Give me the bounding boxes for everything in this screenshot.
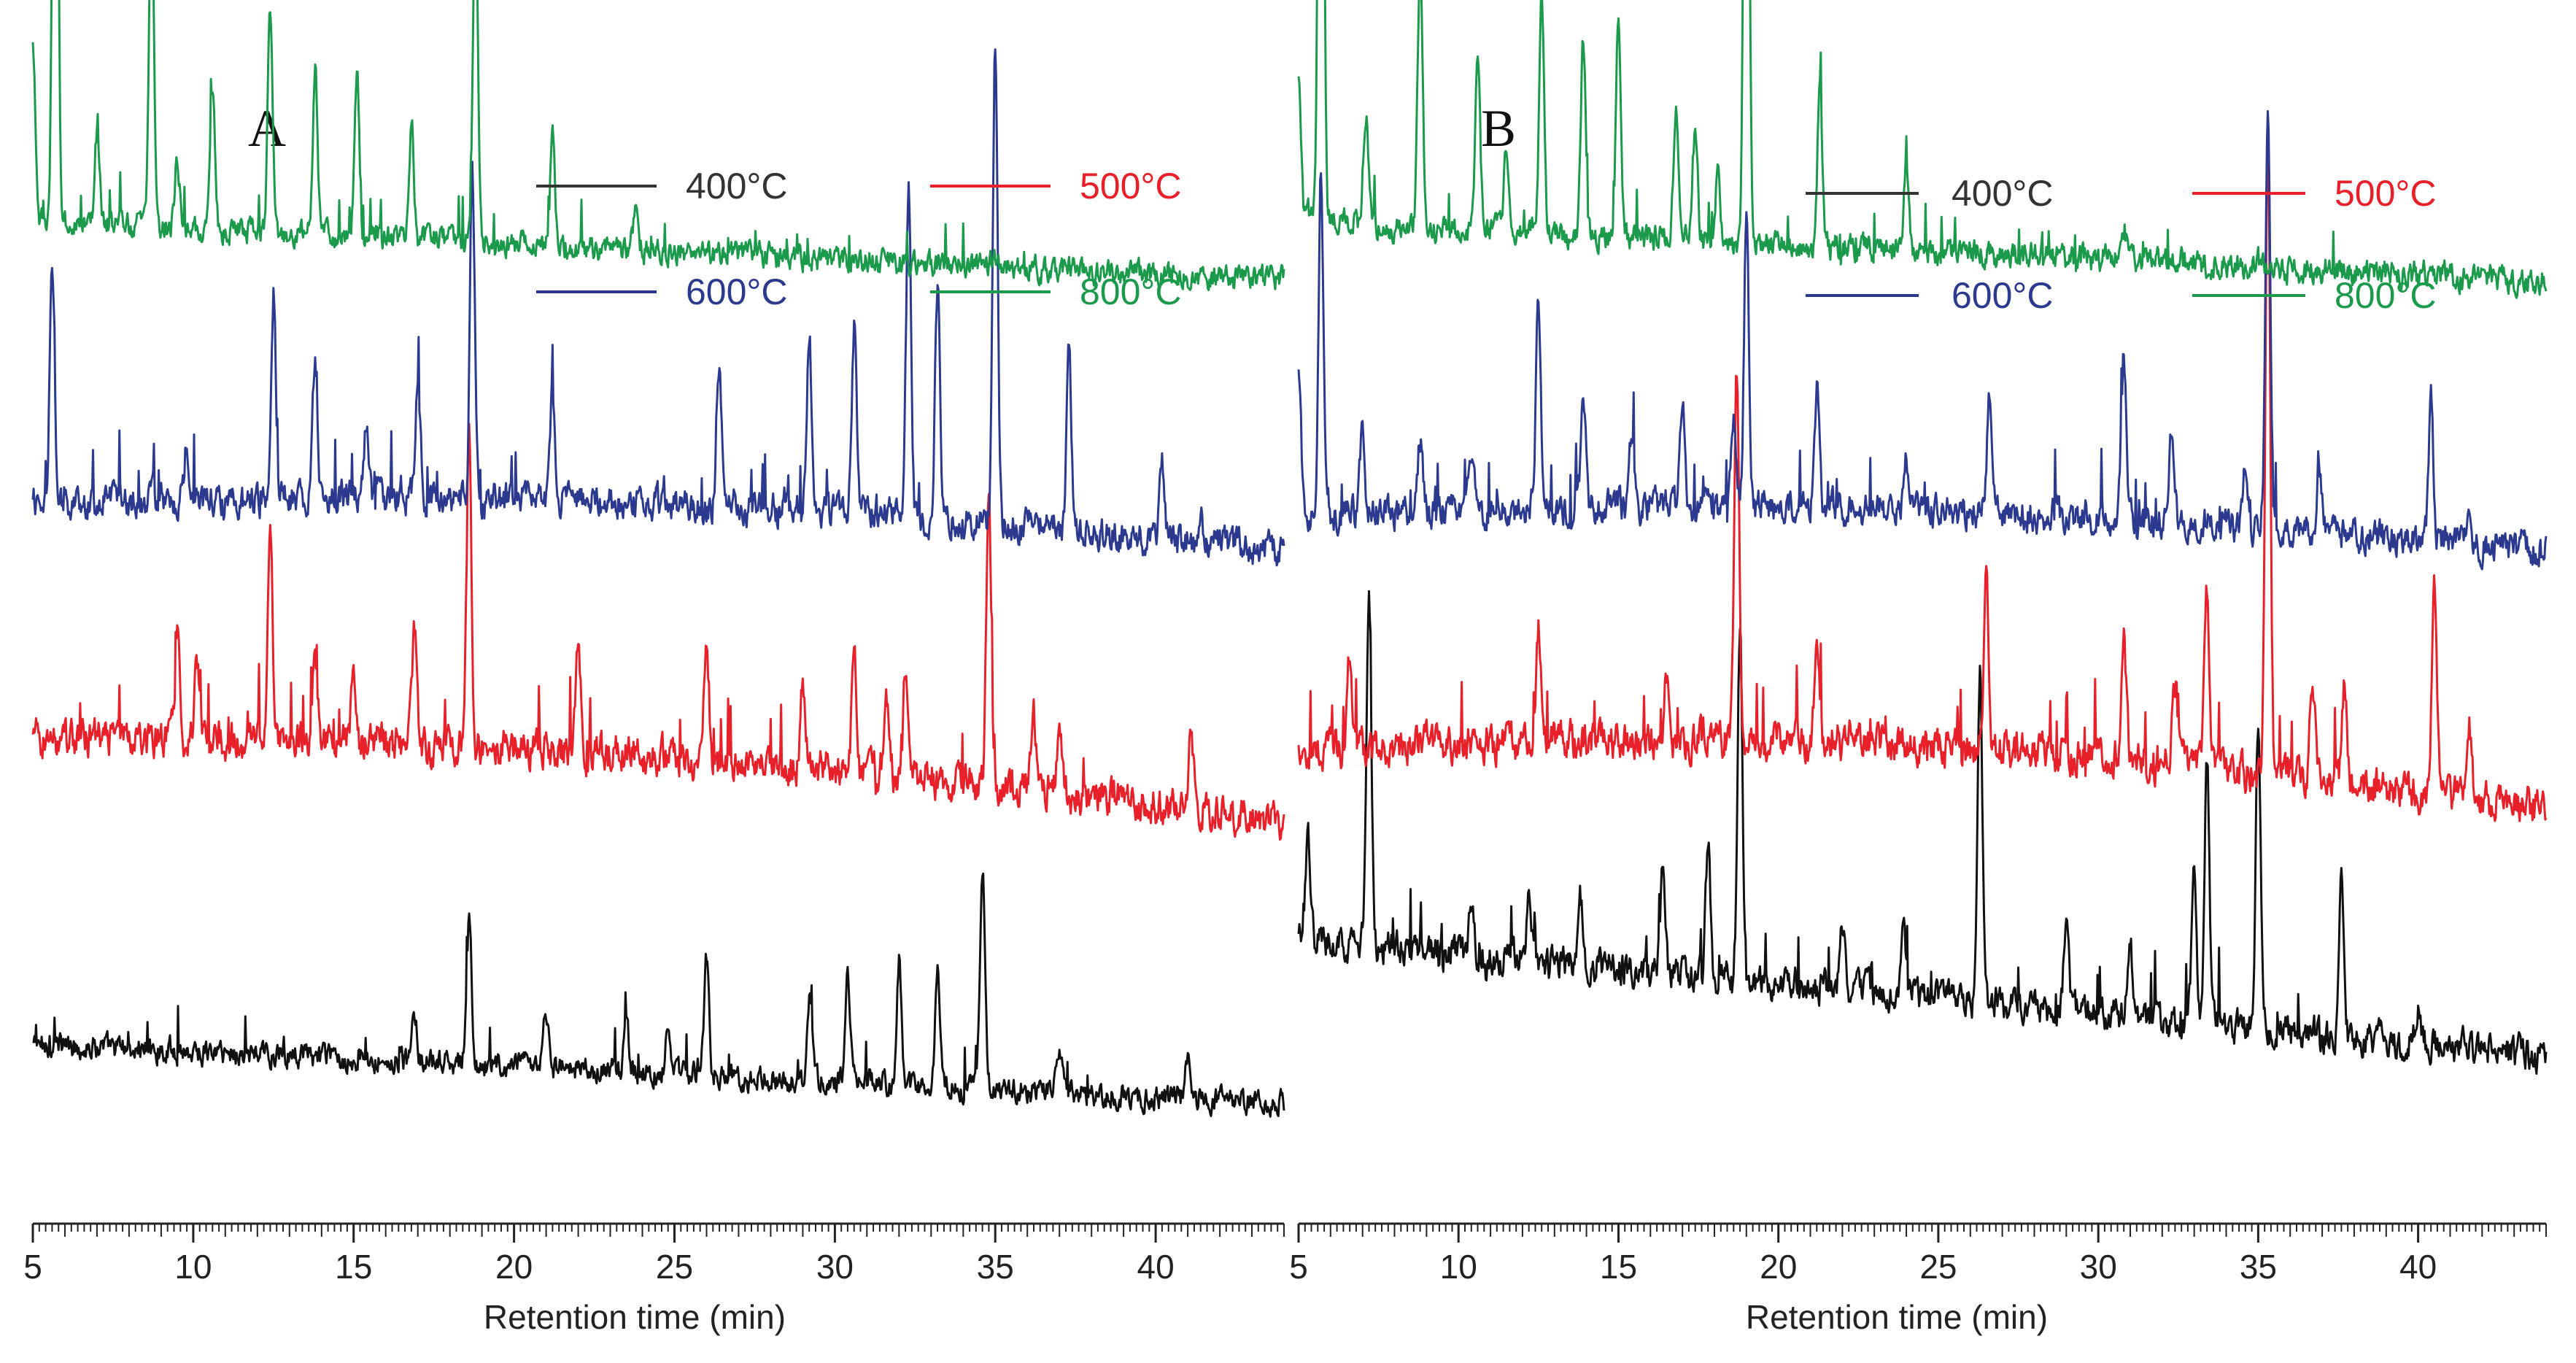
panel-b: B 400°C 500°C 600°C 800°C 5 10 15 20 25 30 35 4… [1289, 0, 2548, 1336]
x-tick-label: 5 [1289, 1248, 1308, 1286]
panel-b-x-axis-title: Retention time (min) [1746, 1298, 2048, 1336]
trace-600c-panel-b [1297, 109, 2548, 571]
panel-a: A 400°C 500°C 600°C 800°C 5 10 15 20 25 30 35 4… [23, 0, 1285, 1336]
legend-a-400-label: 400°C [686, 166, 788, 206]
x-tick-label: 25 [1919, 1248, 1957, 1286]
legend-b-500-label: 500°C [2335, 173, 2437, 214]
x-tick-label: 35 [977, 1248, 1014, 1286]
x-tick-label: 20 [1760, 1248, 1797, 1286]
panel-a-x-axis-title: Retention time (min) [484, 1298, 786, 1336]
legend-a-600-label: 600°C [686, 271, 788, 312]
x-tick-label: 30 [2080, 1248, 2117, 1286]
trace-400c-panel-a [32, 872, 1285, 1118]
legend-b-600-label: 600°C [1952, 275, 2054, 316]
panel-b-legend: 400°C 500°C 600°C 800°C [1806, 173, 2437, 316]
x-tick-label: 15 [335, 1248, 372, 1286]
x-tick-label: 35 [2240, 1248, 2277, 1286]
x-tick-label: 40 [2399, 1248, 2437, 1286]
legend-a-800-label: 800°C [1080, 271, 1182, 312]
panel-a-legend: 400°C 500°C 600°C 800°C [536, 166, 1182, 312]
panel-b-letter: B [1481, 99, 1516, 158]
trace-600c-panel-a [31, 48, 1285, 567]
trace-800c-panel-a [31, 0, 1285, 292]
x-tick-label: 15 [1600, 1248, 1637, 1286]
legend-a-500-label: 500°C [1080, 166, 1182, 206]
legend-b-800-label: 800°C [2335, 275, 2437, 316]
x-tick-label: 40 [1137, 1248, 1175, 1286]
panel-a-traces [31, 0, 1285, 1118]
legend-b-400-label: 400°C [1952, 173, 2054, 214]
trace-500c-panel-a [31, 422, 1285, 841]
trace-800c-panel-b [1297, 0, 2548, 299]
x-tick-label: 20 [495, 1248, 533, 1286]
x-tick-label: 30 [816, 1248, 854, 1286]
panel-a-x-axis: 5 10 15 20 25 30 35 40 [23, 1222, 1285, 1286]
x-tick-label: 5 [23, 1248, 42, 1286]
x-tick-label: 10 [1440, 1248, 1477, 1286]
x-tick-label: 25 [656, 1248, 693, 1286]
panel-b-x-axis: 5 10 15 20 25 30 35 40 [1289, 1222, 2547, 1286]
trace-500c-panel-b [1297, 127, 2548, 822]
x-tick-label: 10 [174, 1248, 212, 1286]
trace-400c-panel-b [1297, 590, 2548, 1075]
panel-b-traces [1297, 0, 2548, 1075]
